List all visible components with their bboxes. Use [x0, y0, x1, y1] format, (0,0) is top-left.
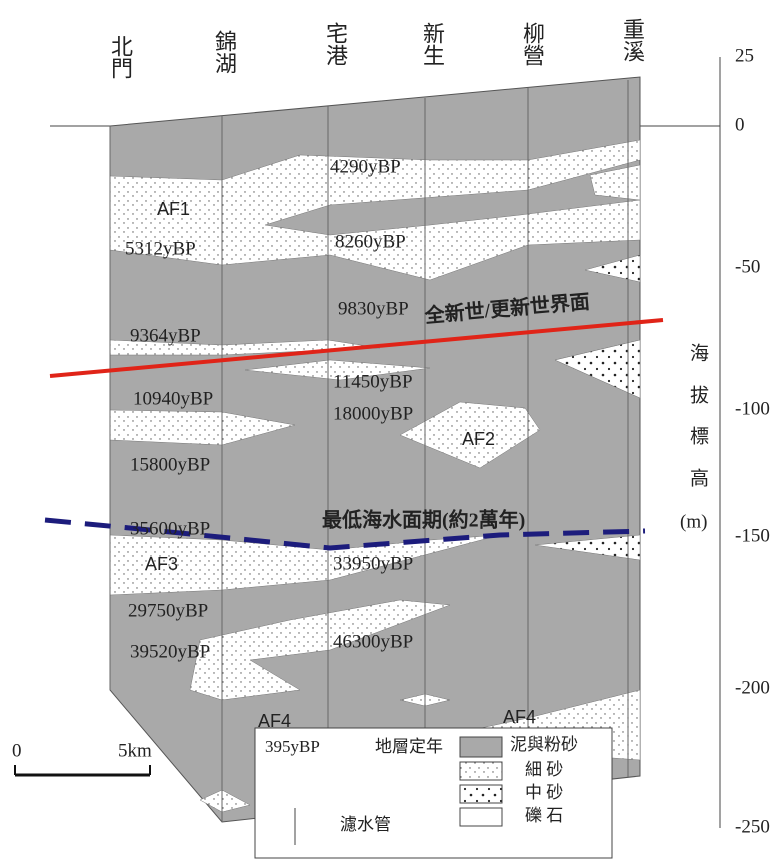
bound: 最低海水面期(約2萬年) [322, 508, 525, 532]
af: AF2 [462, 429, 495, 449]
cross-section: 北門 錦湖 宅港 新生 柳營 重溪 25 0 -50 -100 -150 -200 -250 海拔標高 (m… [0, 0, 781, 860]
leg: 地層定年 [375, 737, 443, 756]
age: 29750yBP [128, 600, 208, 621]
tick: -150 [735, 525, 770, 546]
v: 重溪 [620, 18, 645, 62]
age: 15800yBP [130, 454, 210, 475]
tick: 5km [118, 740, 152, 761]
tick: 拔 [690, 384, 709, 406]
tick: 0 [12, 740, 22, 761]
tick: -50 [735, 256, 760, 277]
tick: 高 [690, 467, 709, 489]
age: 10940yBP [133, 388, 213, 409]
tick: -100 [735, 398, 770, 419]
age: 4290yBP [330, 156, 401, 177]
leg: 泥與粉砂 [510, 735, 578, 754]
af: AF4 [503, 707, 536, 727]
legend-swatch-medium [460, 785, 502, 803]
leg: 395yBP [265, 737, 320, 756]
leg: 濾水管 [340, 815, 391, 834]
leg: 礫 石 [525, 806, 563, 825]
age: 35600yBP [130, 518, 210, 539]
v: 錦湖 [212, 30, 237, 74]
age: 9830yBP [338, 298, 409, 319]
age: 9364yBP [130, 325, 201, 346]
tick: 25 [735, 45, 754, 66]
age: 46300yBP [333, 631, 413, 652]
tick: -250 [735, 816, 770, 837]
age: 39520yBP [130, 641, 210, 662]
age: 33950yBP [333, 553, 413, 574]
af: AF1 [157, 199, 190, 219]
legend-swatch-fine [460, 762, 502, 780]
leg: 細 砂 [525, 760, 563, 779]
age: 11450yBP [333, 371, 413, 392]
tick: 海 [690, 342, 709, 364]
age: 8260yBP [335, 231, 406, 252]
leg: 中 砂 [525, 783, 563, 802]
tick: 標 [690, 425, 709, 447]
v: 柳營 [520, 22, 545, 66]
age: 5312yBP [125, 238, 196, 259]
legend-swatch-mud [460, 737, 502, 757]
v: 新生 [420, 22, 445, 66]
tick: 0 [735, 114, 745, 135]
tick: (m) [680, 511, 707, 532]
age: 18000yBP [333, 403, 413, 424]
legend-swatch-gravel [460, 808, 502, 826]
v: 宅港 [323, 22, 348, 66]
v: 北門 [108, 35, 133, 79]
af: AF3 [145, 554, 178, 574]
tick: -200 [735, 677, 770, 698]
af: AF4 [258, 711, 291, 731]
